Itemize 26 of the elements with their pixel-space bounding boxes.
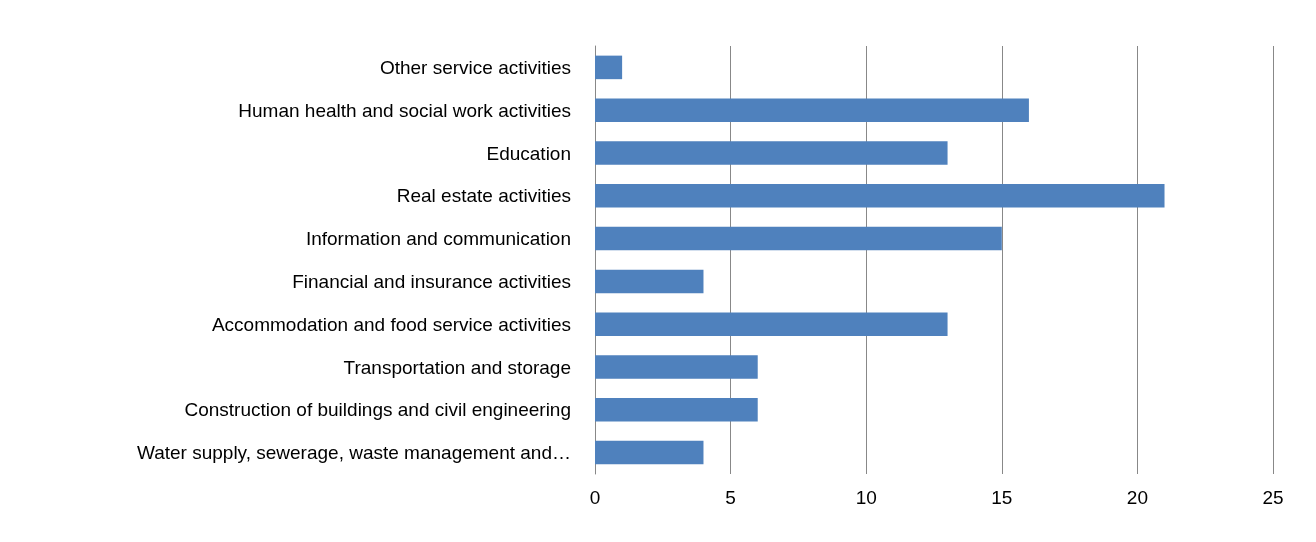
y-tick-label: Water supply, sewerage, waste management and… <box>136 442 571 464</box>
bar <box>595 226 1002 251</box>
y-tick-label: Real estate activities <box>396 185 571 207</box>
bar <box>595 355 758 379</box>
x-tick-label: 25 <box>1262 487 1284 508</box>
bar <box>595 98 1029 122</box>
y-tick-label: Information and communication <box>305 228 571 250</box>
bar <box>595 184 1165 208</box>
x-tick-label: 5 <box>725 487 736 508</box>
x-tick-label: 0 <box>589 487 601 508</box>
y-tick-label: Human health and social work activities <box>238 99 571 121</box>
bar <box>595 269 704 294</box>
y-tick-label: Other service activities <box>379 56 571 78</box>
bar <box>595 440 704 465</box>
bar <box>595 312 948 336</box>
bar <box>595 398 758 422</box>
y-tick-label: Transportation and storage <box>343 356 571 378</box>
x-tick-label: 15 <box>991 487 1013 508</box>
y-tick-label: Education <box>486 142 571 164</box>
y-tick-label: Financial and insurance activities <box>292 270 571 292</box>
y-tick-label: Accommodation and food service activities <box>211 313 571 335</box>
bar <box>595 141 948 165</box>
x-tick-label: 20 <box>1126 487 1148 508</box>
bar <box>595 55 623 80</box>
y-tick-label: Construction of buildings and civil engineering <box>184 399 571 421</box>
x-tick-label: 10 <box>855 487 877 508</box>
